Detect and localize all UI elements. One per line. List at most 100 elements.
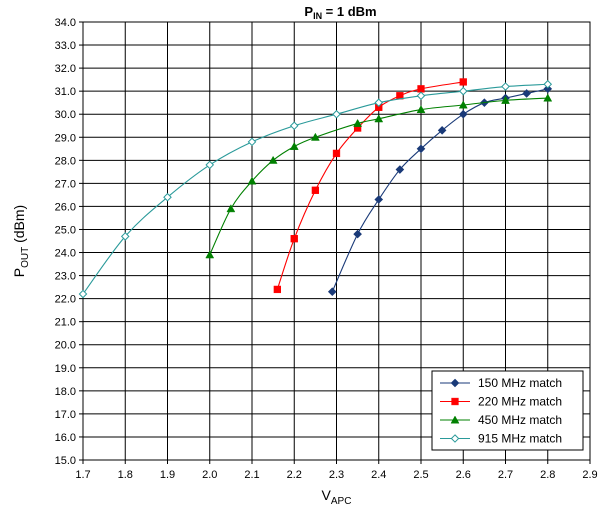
x-tick-label: 2.2 (287, 469, 302, 481)
legend-marker (450, 434, 460, 443)
data-point (522, 89, 531, 98)
x-tick-label: 2.6 (456, 469, 471, 481)
data-point (416, 144, 426, 154)
data-point (501, 82, 510, 91)
x-tick-label: 2.8 (540, 469, 555, 481)
data-point (247, 137, 257, 147)
data-point (205, 160, 215, 170)
y-tick-label: 24.0 (55, 248, 76, 260)
y-tick-label: 32.0 (55, 63, 76, 75)
data-point (247, 176, 257, 185)
data-point (417, 85, 425, 93)
series-2 (273, 78, 467, 294)
chart-title-rest: = 1 dBm (322, 4, 377, 19)
y-tick-label: 20.0 (55, 340, 76, 352)
data-point (437, 126, 447, 135)
data-point (416, 91, 426, 101)
series-4 (78, 79, 553, 299)
axis-ticks: 15.0 16.0 17.0 18.0 19.0 20.0 21.0 22.0 23.0 24.0… (55, 17, 598, 481)
y-tick-label: 17.0 (55, 409, 76, 421)
series-line (331, 88, 548, 292)
data-point (310, 132, 320, 141)
data-point (501, 95, 510, 104)
legend-label: 915 MHz match (478, 432, 562, 446)
series-lines (78, 78, 553, 299)
data-point (374, 195, 384, 204)
legend-marker (450, 378, 460, 388)
data-point (289, 141, 299, 150)
y-axis-title-main: P (11, 268, 27, 277)
data-point (120, 232, 130, 241)
data-point (374, 114, 384, 123)
x-tick-label: 2.1 (244, 469, 259, 481)
legend-label: 150 MHz match (478, 376, 562, 390)
data-point (226, 204, 236, 213)
legend-entry: 220 MHz match (440, 395, 562, 409)
legend-label: 220 MHz match (478, 395, 562, 409)
y-tick-label: 15.0 (55, 455, 76, 467)
y-tick-label: 34.0 (55, 17, 76, 29)
data-point (311, 186, 320, 194)
data-point (353, 229, 362, 239)
data-point (458, 109, 468, 119)
y-tick-label: 25.0 (55, 224, 76, 236)
data-point (458, 100, 468, 109)
legend-entry: 150 MHz match (440, 376, 562, 390)
data-point (543, 84, 553, 94)
y-tick-label: 31.0 (55, 86, 76, 98)
y-tick-label: 33.0 (55, 40, 76, 52)
legend-entry: 915 MHz match (440, 432, 562, 446)
legend-label: 450 MHz match (478, 413, 562, 427)
chart-title-main: P (304, 4, 313, 19)
y-tick-label: 22.0 (55, 294, 76, 306)
data-point (332, 149, 341, 158)
x-axis-title-main: V (322, 487, 332, 503)
y-tick-label: 30.0 (55, 109, 76, 121)
data-point (416, 105, 426, 114)
legend: 150 MHz match 220 MHz match 450 MHz match 9… (431, 370, 584, 451)
data-point (543, 93, 553, 102)
y-axis-title: POUT (dBm) (11, 205, 31, 277)
series-line (276, 81, 464, 290)
series-1 (327, 84, 553, 297)
y-tick-label: 28.0 (55, 155, 76, 167)
y-axis-title-sub: OUT (20, 247, 31, 268)
x-tick-label: 2.3 (329, 469, 344, 481)
x-tick-label: 2.9 (582, 469, 597, 481)
data-point (459, 78, 467, 86)
y-tick-label: 16.0 (55, 432, 76, 444)
data-point (273, 285, 282, 294)
data-point (374, 98, 384, 107)
legend-marker (451, 397, 459, 406)
data-point (290, 235, 298, 243)
y-tick-label: 23.0 (55, 271, 76, 283)
data-point (78, 289, 88, 299)
y-tick-label: 18.0 (55, 386, 76, 398)
data-point (163, 192, 172, 202)
x-tick-label: 1.9 (160, 469, 175, 481)
chart-title: PIN = 1 dBm (304, 4, 376, 21)
y-tick-label: 21.0 (55, 317, 76, 329)
series-3 (205, 93, 553, 259)
data-point (332, 109, 341, 119)
y-tick-label: 27.0 (55, 178, 76, 190)
data-point (327, 287, 337, 297)
x-tick-label: 2.5 (413, 469, 428, 481)
y-tick-label: 26.0 (55, 201, 76, 213)
data-point (205, 250, 215, 259)
x-tick-label: 2.0 (202, 469, 217, 481)
data-point (458, 86, 468, 96)
x-tick-label: 1.8 (118, 469, 133, 481)
legend-marker (450, 415, 460, 424)
x-tick-label: 2.7 (498, 469, 513, 481)
data-point (268, 155, 278, 164)
x-axis-title-sub: APC (331, 496, 352, 507)
data-point (353, 118, 363, 127)
y-tick-label: 19.0 (55, 363, 76, 375)
legend-entry: 450 MHz match (440, 413, 562, 427)
x-tick-label: 2.4 (371, 469, 386, 481)
x-tick-label: 1.7 (75, 469, 90, 481)
data-point (395, 165, 405, 174)
chart-title-sub: IN (313, 11, 322, 21)
